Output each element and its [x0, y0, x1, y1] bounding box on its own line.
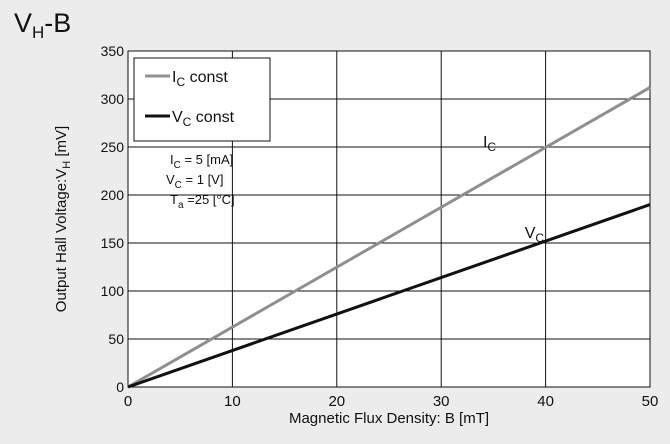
line-label-1: VC	[525, 225, 545, 245]
x-tick-label-1: 10	[224, 393, 241, 410]
series-line-1	[127, 203, 651, 389]
condition-2-main: T	[170, 192, 178, 207]
legend-label-1-main: V	[172, 109, 183, 126]
condition-2-sub: a	[178, 200, 184, 211]
y-tick-label-2: 100	[101, 283, 125, 299]
y-tick-label-1: 50	[108, 331, 124, 347]
x-tick-label-5: 50	[642, 393, 659, 410]
legend-label-1: VC const	[172, 109, 235, 129]
line-label-0-main: I	[483, 134, 487, 151]
y-axis-label-main: Output Hall Voltage:V	[53, 169, 70, 312]
y-tick-label-4: 200	[101, 187, 125, 203]
legend-label-0: IC const	[172, 69, 228, 89]
title-suffix: -B	[44, 8, 72, 38]
series-line-0	[127, 86, 651, 389]
y-tick-label-7: 350	[101, 43, 125, 59]
y-tick-label-6: 300	[101, 91, 125, 107]
condition-1-rest: = 1 [V]	[182, 172, 224, 187]
x-tick-label-3: 30	[433, 393, 450, 410]
chart-title: VH-B	[14, 8, 72, 42]
condition-1-sub: C	[175, 180, 182, 191]
line-label-1-sub: C	[535, 231, 544, 245]
legend-label-0-sub: C	[176, 75, 185, 89]
condition-0-sub: C	[174, 160, 181, 171]
legend-label-0-rest: const	[185, 69, 228, 86]
x-tick-label-0: 0	[124, 393, 132, 410]
x-axis-label: Magnetic Flux Density: B [mT]	[289, 410, 489, 427]
series-lines	[127, 86, 651, 389]
conditions-annotation: IC = 5 [mA]VC = 1 [V]Ta =25 [°C]	[166, 152, 235, 211]
legend-label-1-rest: const	[191, 109, 234, 126]
y-tick-label-3: 150	[101, 235, 125, 251]
condition-1-main: V	[166, 172, 175, 187]
x-tick-label-2: 20	[328, 393, 345, 410]
tick-labels: 0 10 20 30 40 50 0 50 100 150 200 250 300 350	[101, 43, 659, 410]
title-main: V	[14, 8, 33, 38]
y-tick-label-5: 250	[101, 139, 125, 155]
condition-0-rest: = 5 [mA]	[181, 152, 233, 167]
title-subscript: H	[32, 23, 45, 42]
condition-2: Ta =25 [°C]	[170, 192, 235, 211]
x-tick-label-4: 40	[537, 393, 554, 410]
condition-0: IC = 5 [mA]	[170, 152, 233, 171]
line-label-0: IC	[483, 134, 496, 154]
grid-lines	[128, 51, 650, 387]
y-axis-label-unit: [mV]	[53, 126, 70, 161]
y-axis-label: Output Hall Voltage:VH [mV]	[53, 126, 73, 312]
legend-label-1-sub: C	[183, 115, 192, 129]
condition-1: VC = 1 [V]	[166, 172, 223, 191]
legend-box	[133, 57, 271, 142]
legend-label-0-main: I	[172, 69, 176, 86]
y-axis-label-sub: H	[61, 161, 73, 169]
line-label-0-sub: C	[487, 140, 496, 154]
condition-2-rest: =25 [°C]	[184, 192, 235, 207]
line-label-1-main: V	[525, 225, 536, 242]
condition-0-main: I	[170, 152, 174, 167]
y-tick-label-0: 0	[116, 379, 124, 395]
